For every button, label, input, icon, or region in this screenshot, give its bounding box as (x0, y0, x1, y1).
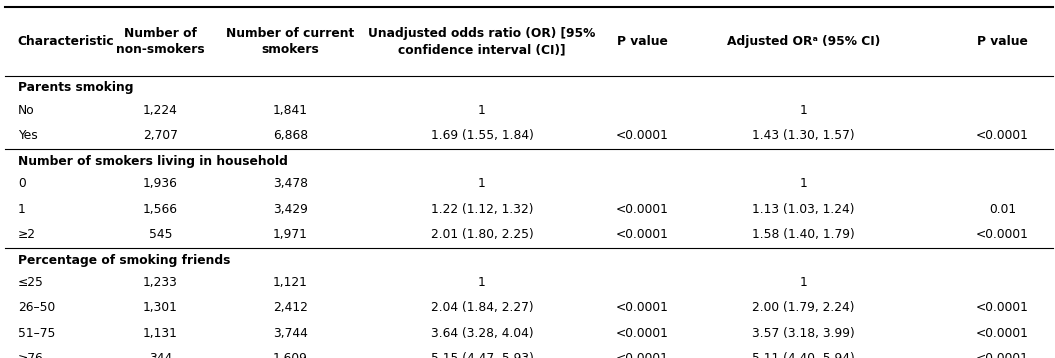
Text: 5.15 (4.47, 5.93): 5.15 (4.47, 5.93) (430, 352, 534, 358)
Text: 1,971: 1,971 (273, 228, 308, 241)
Text: 6,868: 6,868 (272, 129, 308, 142)
Text: <0.0001: <0.0001 (976, 352, 1029, 358)
Text: <0.0001: <0.0001 (976, 327, 1029, 340)
Text: 0.01: 0.01 (989, 203, 1016, 216)
Text: 1,301: 1,301 (142, 301, 177, 314)
Text: 344: 344 (149, 352, 172, 358)
Text: 1: 1 (18, 203, 25, 216)
Text: 1.58 (1.40, 1.79): 1.58 (1.40, 1.79) (752, 228, 855, 241)
Text: <0.0001: <0.0001 (976, 228, 1029, 241)
Text: 2,412: 2,412 (273, 301, 308, 314)
Text: 26–50: 26–50 (18, 301, 55, 314)
Text: Yes: Yes (18, 129, 38, 142)
Text: 2.00 (1.79, 2.24): 2.00 (1.79, 2.24) (752, 301, 855, 314)
Text: Parents smoking: Parents smoking (18, 81, 133, 95)
Text: 3,478: 3,478 (273, 177, 308, 190)
Text: <0.0001: <0.0001 (616, 129, 669, 142)
Text: Number of
non-smokers: Number of non-smokers (116, 27, 205, 56)
Text: 1,566: 1,566 (142, 203, 178, 216)
Text: 1,121: 1,121 (273, 276, 308, 289)
Text: 1,841: 1,841 (273, 104, 308, 117)
Text: ≤25: ≤25 (18, 276, 43, 289)
Text: 1,609: 1,609 (273, 352, 308, 358)
Text: <0.0001: <0.0001 (616, 228, 669, 241)
Text: <0.0001: <0.0001 (616, 352, 669, 358)
Text: 1: 1 (478, 177, 485, 190)
Text: 0: 0 (18, 177, 25, 190)
Text: 1.43 (1.30, 1.57): 1.43 (1.30, 1.57) (752, 129, 855, 142)
Text: 1: 1 (478, 276, 485, 289)
Text: 1.69 (1.55, 1.84): 1.69 (1.55, 1.84) (430, 129, 534, 142)
Text: Unadjusted odds ratio (OR) [95%
confidence interval (CI)]: Unadjusted odds ratio (OR) [95% confiden… (368, 27, 596, 56)
Text: 51–75: 51–75 (18, 327, 55, 340)
Text: 5.11 (4.40, 5.94): 5.11 (4.40, 5.94) (752, 352, 855, 358)
Text: 2.01 (1.80, 2.25): 2.01 (1.80, 2.25) (430, 228, 534, 241)
Text: <0.0001: <0.0001 (616, 203, 669, 216)
Text: 3,429: 3,429 (273, 203, 308, 216)
Text: 1,224: 1,224 (142, 104, 177, 117)
Text: 1,936: 1,936 (142, 177, 177, 190)
Text: <0.0001: <0.0001 (616, 327, 669, 340)
Text: 545: 545 (149, 228, 172, 241)
Text: ≥76: ≥76 (18, 352, 43, 358)
Text: 2,707: 2,707 (142, 129, 177, 142)
Text: 1.13 (1.03, 1.24): 1.13 (1.03, 1.24) (752, 203, 855, 216)
Text: P value: P value (977, 35, 1028, 48)
Text: 1,131: 1,131 (142, 327, 177, 340)
Text: Characteristic: Characteristic (18, 35, 115, 48)
Text: ≥2: ≥2 (18, 228, 36, 241)
Text: 3.57 (3.18, 3.99): 3.57 (3.18, 3.99) (752, 327, 855, 340)
Text: <0.0001: <0.0001 (976, 301, 1029, 314)
Text: 2.04 (1.84, 2.27): 2.04 (1.84, 2.27) (430, 301, 533, 314)
Text: 1,233: 1,233 (142, 276, 177, 289)
Text: 1: 1 (800, 177, 807, 190)
Text: 3.64 (3.28, 4.04): 3.64 (3.28, 4.04) (430, 327, 533, 340)
Text: 1: 1 (800, 276, 807, 289)
Text: P value: P value (617, 35, 668, 48)
Text: 1: 1 (800, 104, 807, 117)
Text: No: No (18, 104, 35, 117)
Text: 1.22 (1.12, 1.32): 1.22 (1.12, 1.32) (430, 203, 533, 216)
Text: Number of current
smokers: Number of current smokers (226, 27, 354, 56)
Text: 1: 1 (478, 104, 485, 117)
Text: 3,744: 3,744 (273, 327, 308, 340)
Text: Percentage of smoking friends: Percentage of smoking friends (18, 254, 230, 267)
Text: <0.0001: <0.0001 (976, 129, 1029, 142)
Text: Number of smokers living in household: Number of smokers living in household (18, 155, 288, 168)
Text: <0.0001: <0.0001 (616, 301, 669, 314)
Text: Adjusted ORᵃ (95% CI): Adjusted ORᵃ (95% CI) (727, 35, 880, 48)
